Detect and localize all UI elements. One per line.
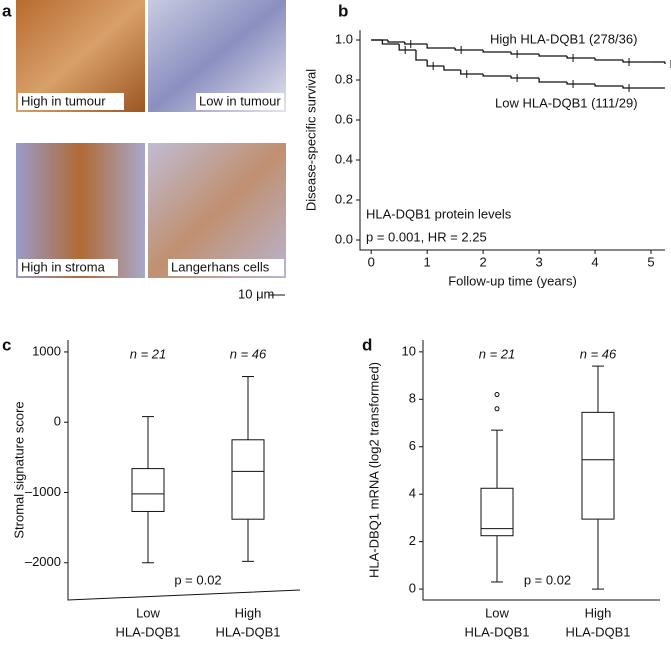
y-tick-label: 0: [54, 414, 61, 429]
micrograph-label: Langerhans cells: [171, 259, 270, 274]
axis: [67, 340, 301, 601]
survival-step: [443, 66, 461, 71]
survival-step: [482, 50, 512, 53]
survival-step: [566, 82, 596, 85]
survival-step: [426, 60, 444, 67]
y-tick-label: 1.0: [335, 31, 353, 46]
y-tick-label: 2: [409, 533, 416, 548]
x-tick-label: HLA-DQB1: [115, 624, 180, 639]
survival-step: [381, 40, 400, 45]
box: [581, 411, 615, 520]
outlier: [494, 392, 500, 398]
survival-step: [566, 56, 596, 59]
micrograph: [16, 143, 145, 278]
annotation: p = 0.02: [174, 572, 221, 587]
x-tick-label: 3: [535, 254, 542, 269]
x-tick-label: HLA-DQB1: [464, 624, 529, 639]
axis: [359, 30, 665, 251]
label-box: [18, 93, 124, 110]
n-label: n = 46: [230, 346, 267, 361]
x-tick-label: HLA-DQB1: [565, 624, 630, 639]
survival-step: [538, 54, 568, 57]
y-tick-label: 0.2: [335, 191, 353, 206]
label-box: [18, 259, 118, 276]
scale-bar-label: 10 μm: [238, 286, 274, 301]
annotation: p = 0.02: [524, 572, 571, 587]
survival-step: [398, 44, 416, 51]
n-label: n = 21: [479, 346, 516, 361]
n-label: n = 21: [130, 346, 167, 361]
panel-label: a: [2, 1, 12, 20]
survival-step: [460, 70, 484, 75]
y-tick-label: 0.4: [335, 151, 353, 166]
y-tick-label: 0.8: [335, 71, 353, 86]
micrograph-label: High in stroma: [21, 259, 106, 274]
y-tick-label: 6: [409, 438, 416, 453]
y-tick-label: 0: [409, 581, 416, 596]
x-tick-label: 0: [368, 254, 375, 269]
y-tick-label: 10: [402, 343, 416, 358]
x-tick-label: 1: [424, 254, 431, 269]
x-tick-label: High: [235, 605, 262, 620]
label-box: [196, 93, 284, 110]
annotation: p = 0.001, HR = 2.25: [366, 229, 487, 244]
outlier: [494, 406, 500, 412]
micrograph-label: High in tumour: [21, 93, 106, 108]
y-tick-label: –1000: [25, 484, 61, 499]
x-axis-label: Follow-up time (years): [448, 273, 577, 288]
series-label: High HLA-DQB1 (278/36): [490, 31, 637, 46]
survival-step: [404, 42, 428, 45]
annotation: HLA-DQB1 protein levels: [366, 206, 512, 221]
survival-step: [538, 78, 568, 83]
y-axis-label: Disease-specific survival: [303, 69, 318, 211]
y-axis-label: HLA-DBQ1 mRNA (log2 transformed): [366, 362, 381, 578]
survival-step: [454, 48, 484, 51]
y-tick-label: 8: [409, 391, 416, 406]
box: [231, 439, 265, 520]
box: [480, 487, 514, 537]
axis: [422, 340, 660, 601]
survival-step: [426, 44, 456, 49]
x-tick-label: 2: [480, 254, 487, 269]
y-axis-label: Stromal signature score: [11, 401, 26, 538]
panel-label: d: [362, 335, 372, 354]
survival-step: [387, 40, 405, 43]
n-label: n = 46: [580, 346, 617, 361]
survival-step: [594, 58, 624, 61]
survival-step: [415, 50, 428, 61]
y-tick-label: 1000: [32, 343, 61, 358]
survival-step: [594, 84, 624, 87]
y-tick-label: 0.0: [335, 231, 353, 246]
panel-label: c: [2, 335, 11, 354]
survival-step: [482, 74, 512, 77]
x-tick-label: Low: [136, 605, 160, 620]
panel-label: b: [338, 1, 348, 20]
y-tick-label: 0.6: [335, 111, 353, 126]
label-box: [168, 259, 284, 276]
survival-step: [622, 86, 665, 89]
series-label: Low HLA-DQB1 (111/29): [495, 95, 638, 110]
x-tick-label: 4: [591, 254, 598, 269]
box: [131, 468, 165, 512]
y-tick-label: –2000: [25, 554, 61, 569]
micrograph-label: Low in tumour: [199, 93, 281, 108]
y-tick-label: 4: [409, 486, 416, 501]
survival-step: [510, 52, 540, 55]
x-tick-label: High: [585, 605, 612, 620]
x-tick-label: Low: [485, 605, 509, 620]
x-tick-label: 5: [647, 254, 654, 269]
x-tick-label: HLA-DQB1: [215, 624, 280, 639]
micrograph: [148, 143, 286, 278]
survival-step: [622, 60, 652, 63]
survival-step: [510, 76, 540, 79]
